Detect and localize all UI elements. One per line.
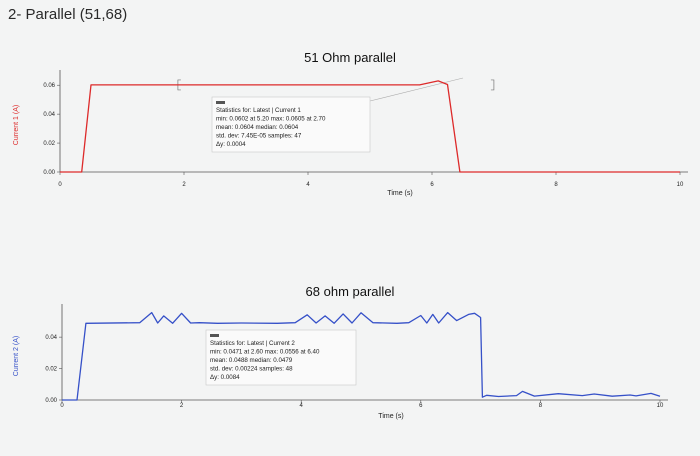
chart-68-ohm: 68 ohm parallel 0 2 4 6 8 10 0.00 0.02 0.04 Time (… [13, 284, 668, 420]
series-line [60, 80, 680, 173]
chart-title: 51 Ohm parallel [304, 50, 396, 65]
y-tick-label: 0.02 [45, 367, 57, 373]
stats-mean-median: mean: 0.0604 median: 0.0604 [216, 124, 299, 131]
stats-stddev-samples: std. dev: 7.45E-05 samples: 47 [216, 133, 302, 140]
stats-swatch [216, 101, 225, 104]
y-tick-label: 0.00 [45, 398, 57, 404]
y-tick-label: 0.06 [43, 83, 55, 89]
x-tick-label: 2 [180, 403, 184, 409]
y-tick-label: 0.00 [43, 170, 55, 176]
stats-min-max: min: 0.0602 at 5.20 max: 0.0605 at 2.70 [216, 116, 326, 123]
y-tick-label: 0.04 [43, 112, 55, 118]
selection-bracket-right [490, 79, 495, 91]
y-axis-label: Current 2 (A) [13, 336, 20, 376]
x-tick-label: 6 [419, 403, 423, 409]
x-tick-label: 0 [60, 403, 64, 409]
stats-box [205, 329, 357, 386]
page-title: 2- Parallel (51,68) [8, 6, 128, 23]
stats-connector [369, 77, 464, 102]
stats-mean-median: mean: 0.0488 median: 0.0479 [210, 357, 293, 364]
stats-header: Statistics for: Latest | Current 1 [216, 107, 301, 114]
stats-swatch [210, 334, 219, 337]
stats-stddev-samples: std. dev: 0.00224 samples: 48 [210, 366, 293, 373]
stats-delta-y: Δy: 0.0084 [210, 374, 240, 381]
y-tick-label: 0.02 [43, 141, 55, 147]
x-tick-label: 8 [554, 182, 558, 188]
x-tick-label: 0 [58, 182, 62, 188]
stats-delta-y: Δy: 0.0004 [216, 141, 246, 148]
x-tick-label: 10 [677, 182, 684, 188]
stats-header: Statistics for: Latest | Current 2 [210, 340, 295, 347]
x-tick-label: 4 [306, 182, 310, 188]
x-tick-label: 10 [657, 403, 664, 409]
y-tick-label: 0.04 [45, 335, 57, 341]
series-line [62, 311, 661, 401]
x-axis-label: Time (s) [387, 190, 412, 197]
x-tick-label: 6 [430, 182, 434, 188]
x-tick-label: 8 [539, 403, 543, 409]
chart-51-ohm: 51 Ohm parallel 0 2 4 6 8 10 0.00 0.02 0.04 0.06 Ti… [13, 50, 688, 197]
x-tick-label: 2 [182, 182, 186, 188]
y-axis-label: Current 1 (A) [13, 105, 20, 145]
x-tick-label: 4 [300, 403, 304, 409]
chart-title: 68 ohm parallel [306, 284, 395, 299]
stats-box [211, 96, 371, 153]
stats-min-max: min: 0.0471 at 2.60 max: 0.0556 at 6.40 [210, 349, 320, 356]
x-axis-label: Time (s) [378, 413, 403, 420]
